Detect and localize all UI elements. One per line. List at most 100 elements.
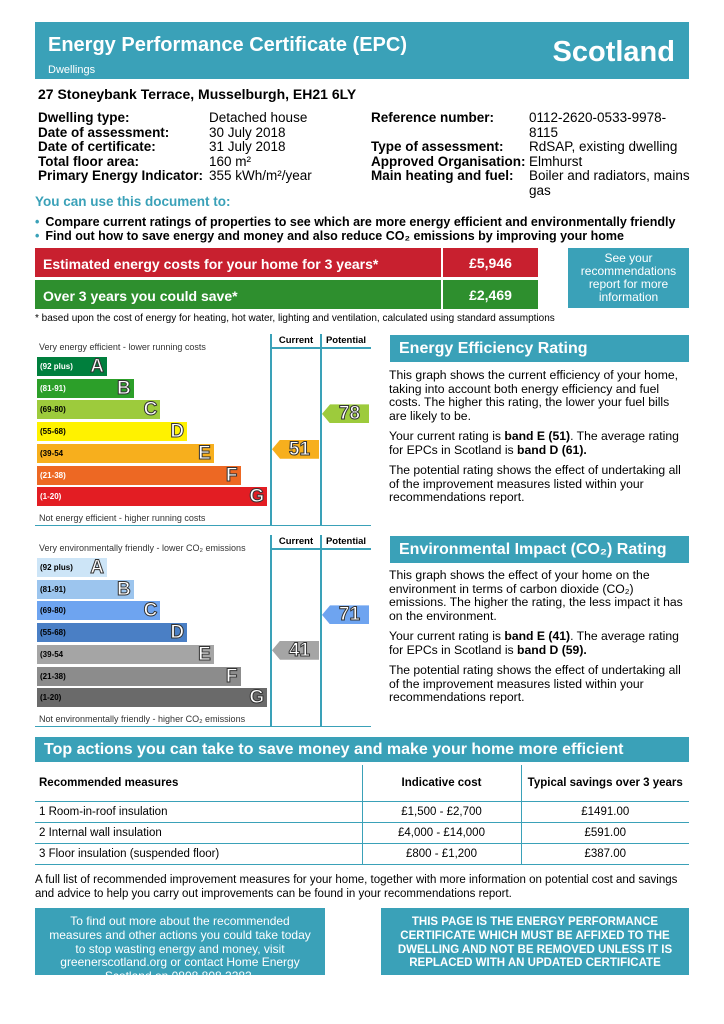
- page-subtitle: Dwellings: [48, 64, 96, 76]
- detail-row: Date of assessment: 30 July 2018: [38, 124, 374, 141]
- band-b: (81-91) B: [37, 377, 134, 399]
- band-a: (92 plus) A: [37, 356, 107, 378]
- detail-label: Date of assessment:: [38, 124, 170, 140]
- band-e: (39-54 E: [37, 442, 214, 464]
- chart-top-caption: Very environmentally friendly - lower CO…: [39, 543, 246, 553]
- estimated-costs-label: Estimated energy costs for your home for…: [35, 248, 441, 277]
- detail-row: Type of assessment: RdSAP, existing dwell…: [371, 139, 694, 155]
- band-range: (92 plus): [40, 362, 73, 371]
- detail-label: Reference number:: [371, 110, 495, 125]
- table-cell: 3 Floor insulation (suspended floor): [35, 843, 362, 865]
- divider: [270, 334, 272, 525]
- current-rating-arrow: 51: [272, 439, 319, 459]
- table-row: 3 Floor insulation (suspended floor) £800…: [35, 843, 689, 865]
- environmental-impact-chart: Current Potential Very environmentally fr…: [35, 535, 371, 727]
- costs-footnote: * based upon the cost of energy for heat…: [35, 313, 555, 324]
- detail-value: 355 kWh/m²/year: [209, 168, 312, 183]
- band-f: (21-38) F: [37, 464, 241, 486]
- details-left: Dwelling type: Detached house Date of asse…: [38, 110, 374, 184]
- band-range: (21-38): [40, 671, 66, 681]
- detail-value: 30 July 2018: [209, 124, 286, 140]
- band-range: (21-38): [40, 470, 66, 480]
- band-range: (39-54: [40, 448, 64, 458]
- detail-row: Date of certificate: 31 July 2018: [38, 139, 374, 155]
- detail-value: 0112-2620-0533-9978-8115: [529, 110, 667, 140]
- column-header: Typical savings over 3 years: [520, 765, 689, 802]
- band-d: (55-68) D: [37, 421, 188, 443]
- band-letter: F: [225, 464, 238, 486]
- band-letter: F: [225, 665, 238, 687]
- current-header: Current: [278, 536, 314, 547]
- detail-row: Approved Organisation: Elmhurst: [371, 153, 694, 170]
- recommendations-link[interactable]: See your recommendations report for more…: [568, 248, 689, 308]
- table-cell: £1491.00: [520, 801, 689, 823]
- band-range: (92 plus): [40, 563, 73, 572]
- band-g: (1-20) G: [37, 486, 268, 508]
- details-right: Reference number: 0112-2620-0533-9978-811…: [371, 110, 694, 198]
- top-actions-title: Top actions you can take to save money a…: [35, 737, 689, 762]
- savings-value: £2,469: [443, 280, 538, 309]
- column-header: Indicative cost: [361, 765, 521, 802]
- ee-p3: The potential rating shows the effect of…: [389, 463, 681, 504]
- detail-row: Reference number: 0112-2620-0533-9978-811…: [371, 110, 694, 140]
- ei-p2: Your current rating is band E (41). The …: [389, 629, 679, 657]
- column-header: Recommended measures: [35, 765, 362, 802]
- property-address: 27 Stoneybank Terrace, Musselburgh, EH21…: [38, 86, 357, 102]
- detail-label: Type of assessment:: [371, 139, 504, 154]
- detail-row: Main heating and fuel: Boiler and radiato…: [371, 168, 694, 198]
- band-range: (81-91): [40, 383, 66, 393]
- divider: [270, 347, 371, 349]
- ei-p3: The potential rating shows the effect of…: [389, 663, 681, 704]
- band-e: (39-54 E: [37, 643, 214, 665]
- band-c: (69-80) C: [37, 399, 161, 421]
- divider: [270, 535, 272, 726]
- table-cell: 1 Room-in-roof insulation: [35, 801, 362, 823]
- ee-description: This graph shows the current efficiency …: [389, 368, 689, 505]
- chart-bottom-caption: Not energy efficient - higher running co…: [39, 513, 206, 523]
- table-cell: £4,000 - £14,000: [361, 822, 521, 844]
- band-range: (55-68): [40, 628, 66, 638]
- divider: [320, 535, 322, 726]
- bullet-text: Find out how to save energy and money an…: [45, 229, 624, 243]
- ei-p1: This graph shows the effect of your home…: [389, 568, 683, 623]
- current-header: Current: [278, 335, 314, 346]
- current-rating-arrow: 41: [272, 640, 319, 660]
- ei-section-title: Environmental Impact (CO₂) Rating: [390, 536, 689, 563]
- detail-label: Approved Organisation:: [371, 153, 526, 169]
- band-f: (21-38) F: [37, 665, 241, 687]
- table-cell: £800 - £1,200: [361, 843, 521, 865]
- band-letter: A: [90, 356, 105, 378]
- detail-value: 160 m²: [209, 153, 252, 169]
- ee-p1: This graph shows the current efficiency …: [389, 368, 679, 423]
- band-letter: B: [116, 578, 131, 600]
- header-banner: Energy Performance Certificate (EPC) Dwe…: [35, 22, 689, 79]
- band-letter: C: [143, 399, 158, 421]
- detail-label: Main heating and fuel:: [371, 168, 514, 183]
- ee-p2: Your current rating is band E (51). The …: [389, 429, 679, 457]
- band-letter: B: [116, 377, 131, 399]
- chart-top-caption: Very energy efficient - lower running co…: [39, 342, 206, 352]
- band-range: (1-20): [40, 492, 62, 502]
- band-c: (69-80) C: [37, 600, 161, 622]
- table-cell: £1,500 - £2,700: [361, 801, 521, 823]
- bullet-item: • Find out how to save energy and money a…: [35, 229, 624, 243]
- detail-label: Primary Energy Indicator:: [38, 168, 204, 183]
- band-range: (1-20): [40, 693, 62, 703]
- table-cell: £591.00: [520, 822, 689, 844]
- detail-row: Total floor area: 160 m²: [38, 153, 374, 170]
- estimated-costs-value: £5,946: [443, 248, 538, 277]
- advice-box: To find out more about the recommended m…: [35, 908, 325, 983]
- potential-header: Potential: [325, 335, 367, 346]
- band-letter: A: [90, 557, 105, 579]
- detail-value: Boiler and radiators, mains gas: [529, 168, 690, 198]
- detail-label: Date of certificate:: [38, 139, 156, 154]
- detail-row: Primary Energy Indicator: 355 kWh/m²/year: [38, 168, 374, 184]
- full-list-note: A full list of recommended improvement m…: [35, 874, 678, 900]
- band-g: (1-20) G: [37, 687, 268, 709]
- detail-value: Detached house: [209, 110, 308, 125]
- band-letter: G: [249, 687, 265, 709]
- band-range: (81-91): [40, 584, 66, 594]
- energy-efficiency-chart: Current Potential Very energy efficient -…: [35, 334, 371, 526]
- divider: [320, 334, 322, 525]
- savings-label: Over 3 years you could save*: [35, 280, 441, 309]
